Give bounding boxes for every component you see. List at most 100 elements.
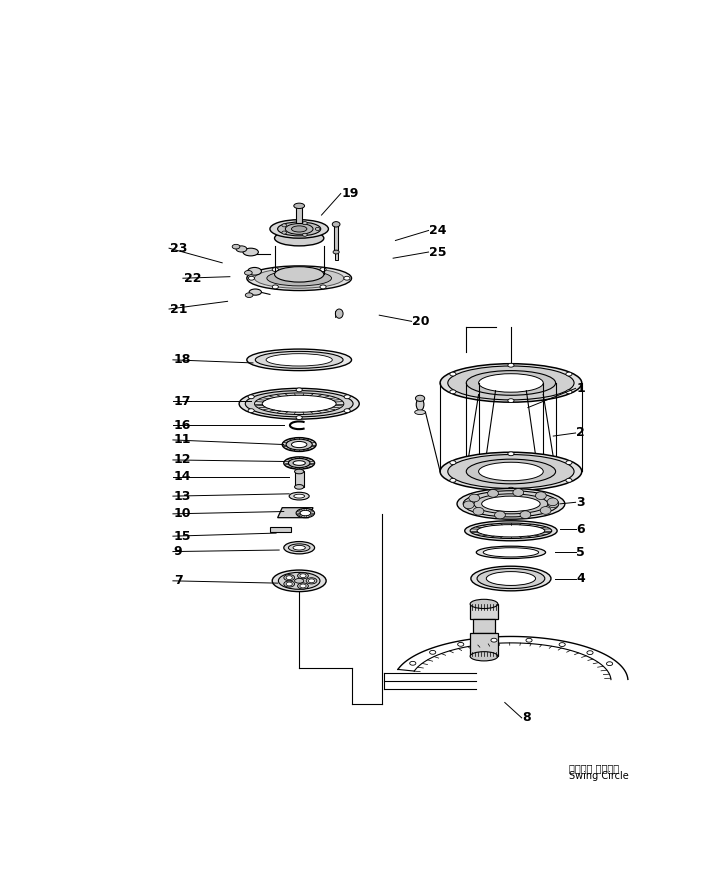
Text: 17: 17: [174, 395, 191, 408]
Ellipse shape: [245, 271, 252, 275]
Ellipse shape: [333, 250, 339, 254]
Ellipse shape: [450, 390, 456, 393]
Ellipse shape: [298, 583, 309, 589]
Ellipse shape: [256, 351, 343, 368]
Text: 25: 25: [430, 246, 447, 258]
Ellipse shape: [294, 494, 304, 498]
Ellipse shape: [416, 399, 424, 410]
Ellipse shape: [303, 222, 307, 224]
Ellipse shape: [494, 511, 505, 519]
Ellipse shape: [272, 267, 278, 272]
Ellipse shape: [291, 226, 307, 232]
Ellipse shape: [306, 578, 317, 584]
Ellipse shape: [274, 231, 324, 246]
Ellipse shape: [320, 285, 326, 289]
Ellipse shape: [245, 293, 253, 298]
Ellipse shape: [247, 266, 352, 291]
Text: 6: 6: [577, 523, 585, 536]
Ellipse shape: [247, 349, 352, 371]
Ellipse shape: [282, 224, 287, 227]
Ellipse shape: [315, 227, 320, 231]
Ellipse shape: [566, 460, 572, 465]
Text: 15: 15: [174, 529, 191, 543]
Ellipse shape: [458, 643, 464, 646]
Ellipse shape: [288, 544, 310, 552]
Ellipse shape: [255, 393, 344, 415]
Polygon shape: [277, 508, 313, 518]
Ellipse shape: [295, 485, 304, 489]
Ellipse shape: [245, 391, 353, 417]
Ellipse shape: [267, 271, 331, 286]
Ellipse shape: [508, 451, 514, 456]
Ellipse shape: [430, 651, 436, 654]
Ellipse shape: [284, 457, 314, 469]
Ellipse shape: [536, 492, 546, 500]
Ellipse shape: [471, 566, 551, 591]
Ellipse shape: [248, 409, 254, 413]
Ellipse shape: [478, 374, 543, 392]
Ellipse shape: [286, 582, 293, 586]
Text: 21: 21: [170, 302, 187, 316]
Ellipse shape: [508, 399, 514, 402]
Ellipse shape: [520, 510, 531, 519]
Ellipse shape: [470, 652, 498, 661]
Ellipse shape: [416, 395, 424, 401]
Text: 1: 1: [577, 382, 585, 395]
Ellipse shape: [476, 546, 545, 559]
Ellipse shape: [300, 510, 311, 516]
Ellipse shape: [478, 462, 543, 481]
Bar: [295, 471, 304, 487]
Text: 8: 8: [523, 712, 531, 724]
Ellipse shape: [566, 390, 572, 393]
Ellipse shape: [309, 579, 314, 583]
Bar: [470, 633, 498, 656]
Ellipse shape: [293, 545, 305, 550]
Text: Swing Circle: Swing Circle: [569, 772, 628, 781]
Text: 5: 5: [577, 546, 585, 559]
Ellipse shape: [249, 289, 261, 295]
Ellipse shape: [483, 548, 539, 557]
Ellipse shape: [587, 651, 593, 654]
Ellipse shape: [284, 575, 295, 581]
Ellipse shape: [289, 493, 309, 500]
Ellipse shape: [463, 491, 558, 517]
Ellipse shape: [232, 244, 240, 249]
Text: 11: 11: [174, 434, 191, 446]
Ellipse shape: [248, 267, 261, 275]
Text: 22: 22: [183, 272, 201, 284]
Ellipse shape: [236, 246, 247, 252]
Ellipse shape: [508, 487, 514, 491]
Ellipse shape: [559, 643, 565, 646]
Ellipse shape: [488, 490, 499, 497]
Ellipse shape: [278, 572, 320, 589]
Bar: [470, 604, 498, 620]
Ellipse shape: [294, 203, 304, 208]
Ellipse shape: [450, 460, 456, 465]
Ellipse shape: [540, 507, 551, 514]
Bar: [270, 527, 291, 532]
Ellipse shape: [277, 222, 321, 236]
Text: 4: 4: [577, 572, 585, 585]
Ellipse shape: [464, 521, 557, 541]
Ellipse shape: [466, 460, 555, 484]
Ellipse shape: [448, 454, 574, 488]
Ellipse shape: [450, 372, 456, 376]
Ellipse shape: [448, 366, 574, 400]
Text: 14: 14: [174, 470, 191, 484]
Ellipse shape: [470, 523, 552, 538]
Ellipse shape: [288, 459, 310, 468]
Ellipse shape: [477, 525, 545, 537]
Ellipse shape: [526, 638, 532, 642]
Ellipse shape: [344, 276, 350, 280]
Text: 24: 24: [430, 224, 447, 237]
Text: 19: 19: [341, 187, 359, 200]
Ellipse shape: [295, 469, 304, 474]
Ellipse shape: [243, 249, 258, 256]
Ellipse shape: [282, 437, 316, 451]
Ellipse shape: [262, 395, 336, 412]
Ellipse shape: [296, 509, 314, 518]
Text: スイング サークル: スイング サークル: [569, 763, 619, 773]
Ellipse shape: [303, 233, 307, 236]
Ellipse shape: [248, 276, 255, 280]
Ellipse shape: [336, 309, 343, 318]
